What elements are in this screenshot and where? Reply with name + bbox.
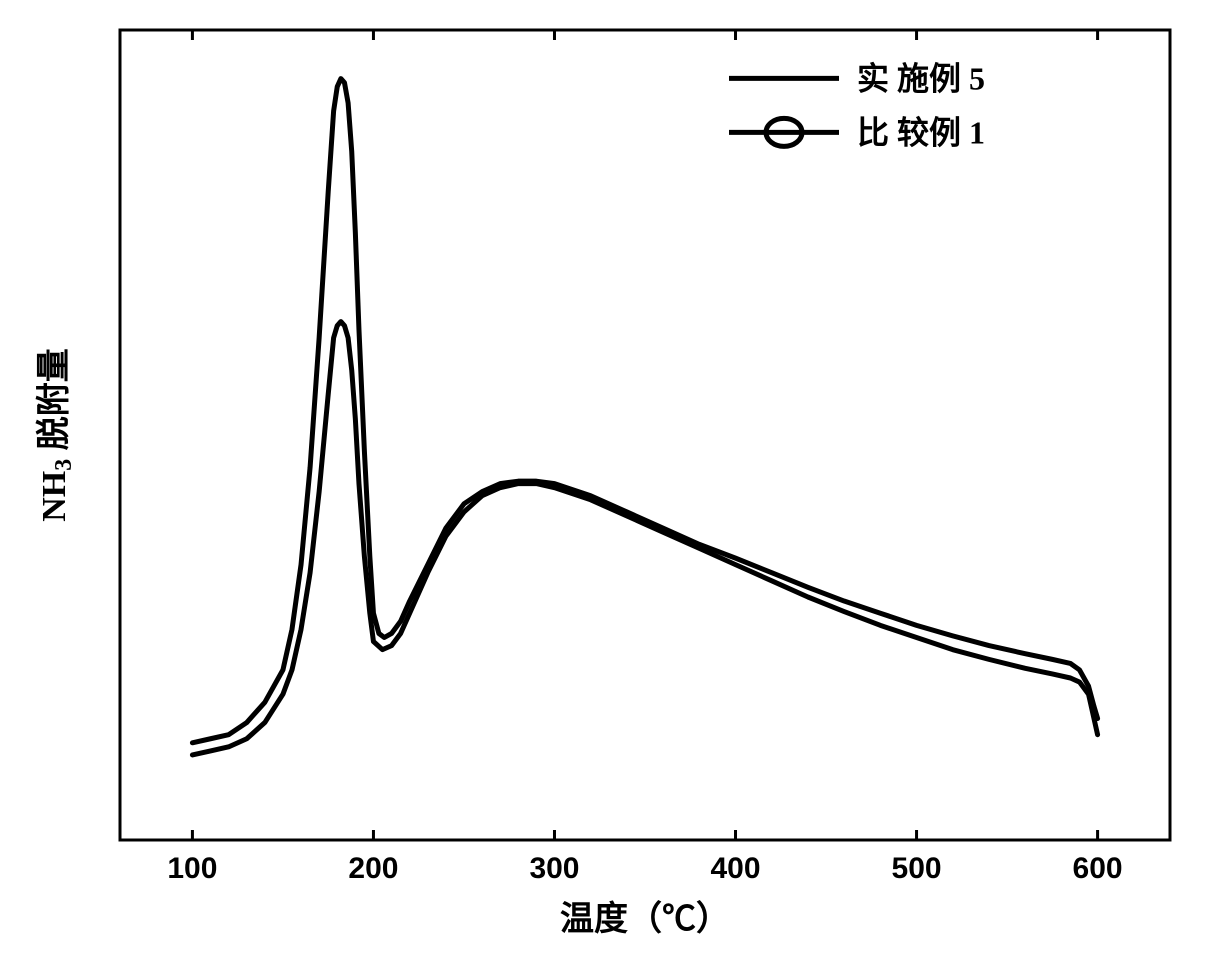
svg-text:温度（℃）: 温度（℃） — [560, 899, 730, 938]
svg-text:500: 500 — [892, 852, 942, 885]
svg-text:200: 200 — [348, 852, 398, 885]
svg-text:100: 100 — [167, 852, 217, 885]
svg-text:NH3 脱附量: NH3 脱附量 — [35, 348, 77, 522]
svg-text:600: 600 — [1073, 852, 1123, 885]
svg-text:400: 400 — [710, 852, 760, 885]
chart-svg: 100 200 300 400 500 600 温度（℃） NH3 脱附量 实 施例 5 比 较例… — [0, 0, 1207, 958]
svg-text:实 施例 5: 实 施例 5 — [857, 61, 985, 97]
svg-text:比 较例 1: 比 较例 1 — [857, 115, 985, 151]
nh3-tpd-chart: 100 200 300 400 500 600 温度（℃） NH3 脱附量 实 施例 5 比 较例… — [0, 0, 1207, 958]
svg-text:300: 300 — [529, 852, 579, 885]
